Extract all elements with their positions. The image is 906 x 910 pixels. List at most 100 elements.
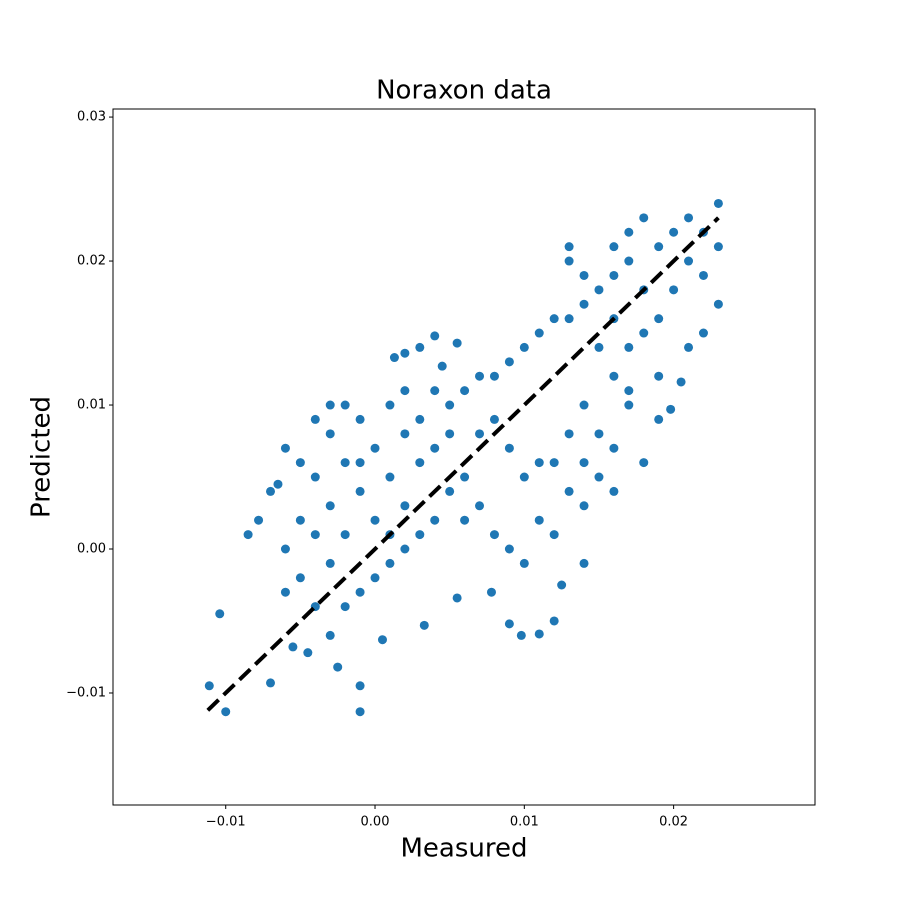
point	[579, 458, 589, 468]
point	[609, 371, 619, 381]
point	[594, 285, 604, 295]
point	[579, 558, 589, 568]
point	[295, 573, 305, 583]
point	[325, 429, 335, 439]
point	[666, 404, 676, 414]
point	[564, 429, 574, 439]
point	[266, 678, 276, 688]
point	[684, 342, 694, 352]
point	[549, 458, 559, 468]
point	[534, 629, 544, 639]
point	[639, 328, 649, 338]
point	[370, 573, 380, 583]
point	[303, 648, 313, 658]
point	[698, 270, 708, 280]
point	[437, 361, 447, 371]
point	[400, 501, 410, 511]
point	[415, 414, 425, 424]
point	[415, 530, 425, 540]
point	[340, 530, 350, 540]
point	[564, 242, 574, 252]
point	[534, 328, 544, 338]
point	[370, 515, 380, 525]
point	[489, 530, 499, 540]
point	[609, 242, 619, 252]
point	[215, 609, 225, 619]
point	[475, 371, 485, 381]
point	[684, 256, 694, 266]
point	[669, 227, 679, 237]
point	[325, 501, 335, 511]
point	[355, 414, 365, 424]
y-tick-label: 0.01	[77, 398, 106, 413]
point	[654, 371, 664, 381]
point	[609, 270, 619, 280]
point	[549, 616, 559, 626]
point	[519, 472, 529, 482]
point	[280, 443, 290, 453]
point	[430, 386, 440, 396]
x-tick-label: 0.01	[510, 815, 539, 830]
point	[624, 400, 634, 410]
point	[489, 371, 499, 381]
point	[486, 587, 496, 597]
point	[564, 486, 574, 496]
point	[273, 479, 283, 489]
point	[430, 443, 440, 453]
y-tick-label: 0.02	[77, 254, 106, 269]
y-tick-label: −0.01	[66, 685, 106, 700]
point	[385, 472, 395, 482]
x-tick-label: 0.00	[361, 815, 390, 830]
point	[564, 314, 574, 324]
point	[355, 587, 365, 597]
point	[370, 443, 380, 453]
point	[385, 558, 395, 568]
point	[460, 386, 470, 396]
point	[557, 580, 567, 590]
point	[445, 486, 455, 496]
point	[400, 544, 410, 554]
point	[221, 707, 231, 717]
point	[639, 458, 649, 468]
point	[377, 635, 387, 645]
point	[698, 328, 708, 338]
point	[400, 386, 410, 396]
point	[534, 515, 544, 525]
point	[430, 515, 440, 525]
point	[564, 256, 574, 266]
point	[325, 630, 335, 640]
point	[594, 472, 604, 482]
point	[504, 544, 514, 554]
y-axis-label: Predicted	[27, 396, 57, 518]
point	[415, 458, 425, 468]
x-tick-label: −0.01	[206, 815, 246, 830]
point	[310, 530, 320, 540]
point	[654, 242, 664, 252]
point	[325, 558, 335, 568]
point	[430, 331, 440, 341]
point	[579, 299, 589, 309]
point	[445, 400, 455, 410]
point	[389, 353, 399, 363]
x-axis-label: Measured	[400, 834, 527, 864]
point	[204, 681, 214, 691]
y-tick-label: 0.03	[77, 110, 106, 125]
point	[419, 620, 429, 630]
point	[609, 486, 619, 496]
point	[713, 299, 723, 309]
point	[340, 400, 350, 410]
point	[460, 515, 470, 525]
point	[594, 342, 604, 352]
point	[684, 213, 694, 223]
point	[639, 213, 649, 223]
point	[475, 429, 485, 439]
reference-line	[206, 216, 720, 712]
point	[295, 458, 305, 468]
point	[254, 515, 264, 525]
point	[295, 515, 305, 525]
chart-title: Noraxon data	[376, 76, 552, 106]
point	[452, 338, 462, 348]
point	[266, 486, 276, 496]
point	[385, 400, 395, 410]
